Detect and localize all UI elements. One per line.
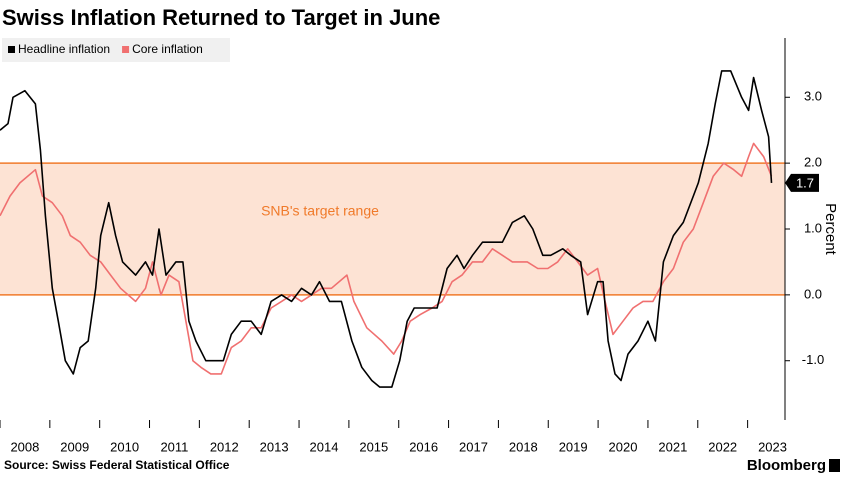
- x-tick-label: 2009: [60, 439, 89, 454]
- x-tick-label: 2019: [559, 439, 588, 454]
- y-tick-label: 1.0: [804, 220, 822, 235]
- x-tick-label: 2015: [359, 439, 388, 454]
- x-tick-label: 2011: [160, 439, 188, 454]
- x-tick-label: 2017: [459, 439, 488, 454]
- series-line: [0, 142, 773, 375]
- y-axis-label: Percent: [822, 203, 839, 256]
- x-tick-label: 2008: [10, 439, 39, 454]
- chart-title: Swiss Inflation Returned to Target in Ju…: [2, 5, 440, 30]
- y-tick-label: -1.0: [802, 352, 824, 367]
- x-tick-label: 2010: [110, 439, 139, 454]
- x-tick-label: 2018: [509, 439, 538, 454]
- legend-box: [2, 38, 230, 62]
- legend-label: Headline inflation: [18, 42, 110, 56]
- annotation: SNB's target range: [261, 203, 379, 219]
- y-tick-label: 3.0: [804, 89, 822, 104]
- legend-swatch: [122, 46, 130, 53]
- legend-swatch: [8, 46, 15, 53]
- x-tick-label: 2023: [758, 439, 787, 454]
- x-tick-label: 2020: [609, 439, 638, 454]
- x-tick-label: 2016: [409, 439, 438, 454]
- y-tick-label: 2.0: [804, 155, 822, 170]
- x-tick-label: 2013: [260, 439, 289, 454]
- end-label-box: [785, 173, 819, 192]
- x-tick-label: 2022: [708, 439, 737, 454]
- brand: Bloomberg: [747, 457, 826, 474]
- x-tick-label: 2014: [310, 439, 339, 454]
- series-line: [0, 70, 773, 388]
- end-label: 1.7: [796, 175, 814, 190]
- x-tick-label: 2012: [210, 439, 239, 454]
- x-tick-label: 2021: [658, 439, 687, 454]
- brand-icon: [829, 459, 840, 472]
- legend-label: Core inflation: [132, 42, 203, 56]
- y-tick-label: 0.0: [804, 286, 822, 301]
- target-band: [0, 163, 785, 295]
- source: Source: Swiss Federal Statistical Office: [4, 458, 230, 472]
